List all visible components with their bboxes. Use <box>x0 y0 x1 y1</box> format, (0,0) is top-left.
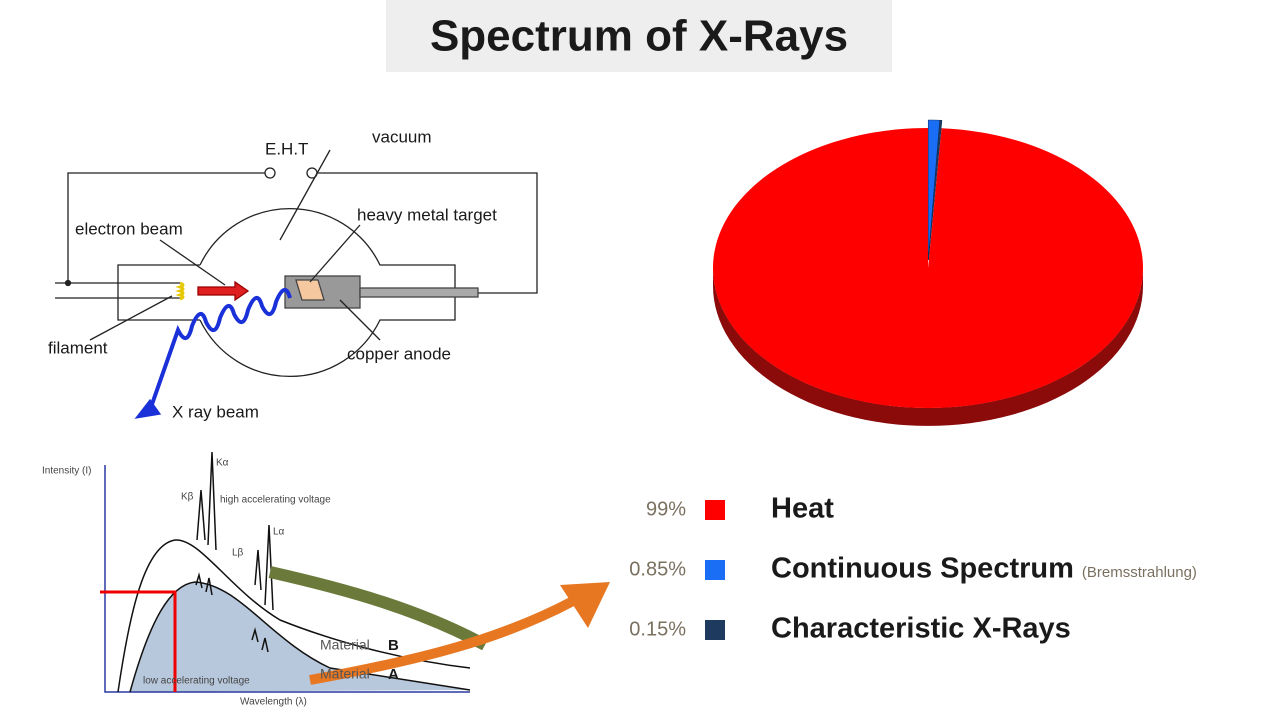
title: Spectrum of X-Rays <box>430 12 848 61</box>
legend-note: (Bremsstrahlung) <box>1082 564 1197 581</box>
title-box <box>386 0 892 72</box>
material-a: A <box>388 666 399 683</box>
legend-label: Heat <box>771 493 834 525</box>
label-vacuum: vacuum <box>372 127 432 146</box>
legend-swatch <box>705 620 725 640</box>
label-xray-beam: X ray beam <box>172 402 259 421</box>
legend-swatch <box>705 560 725 580</box>
material-b-label: Material <box>320 637 370 653</box>
legend: 99% Heat 0.85% Continuous Spectrum (Bremsstr… <box>629 493 1197 645</box>
orange-arrow <box>309 595 578 685</box>
green-arrow <box>268 566 488 651</box>
low-voltage: low accelerating voltage <box>143 676 250 687</box>
pie-slice <box>927 119 940 261</box>
high-voltage: high accelerating voltage <box>220 495 331 506</box>
material-b: B <box>388 637 399 654</box>
k-beta: Kβ <box>181 492 194 503</box>
legend-label: Continuous Spectrum <box>771 553 1074 585</box>
label-electron-beam: electron beam <box>75 219 183 238</box>
pie-slice <box>713 128 1143 408</box>
legend-value: 0.85% <box>629 558 686 580</box>
spectrum-graph <box>100 451 471 693</box>
legend-swatch <box>705 500 725 520</box>
y-axis-label: Intensity (I) <box>42 466 91 477</box>
orange-arrowhead <box>560 582 610 628</box>
label-eht: E.H.T <box>265 139 308 158</box>
pie-slice <box>928 119 943 261</box>
tube-diagram <box>55 149 538 419</box>
l-alpha: Lα <box>273 527 285 538</box>
label-anode: copper anode <box>347 344 451 363</box>
legend-value: 0.15% <box>629 618 686 640</box>
x-axis-label: Wavelength (λ) <box>240 697 307 708</box>
material-a-label: Material <box>320 666 370 682</box>
label-filament: filament <box>48 338 108 357</box>
legend-value: 99% <box>646 498 686 520</box>
pie-chart <box>713 119 1143 426</box>
label-target: heavy metal target <box>357 205 497 224</box>
k-alpha: Kα <box>216 458 229 469</box>
legend-label: Characteristic X-Rays <box>771 613 1071 645</box>
l-beta: Lβ <box>232 548 244 559</box>
